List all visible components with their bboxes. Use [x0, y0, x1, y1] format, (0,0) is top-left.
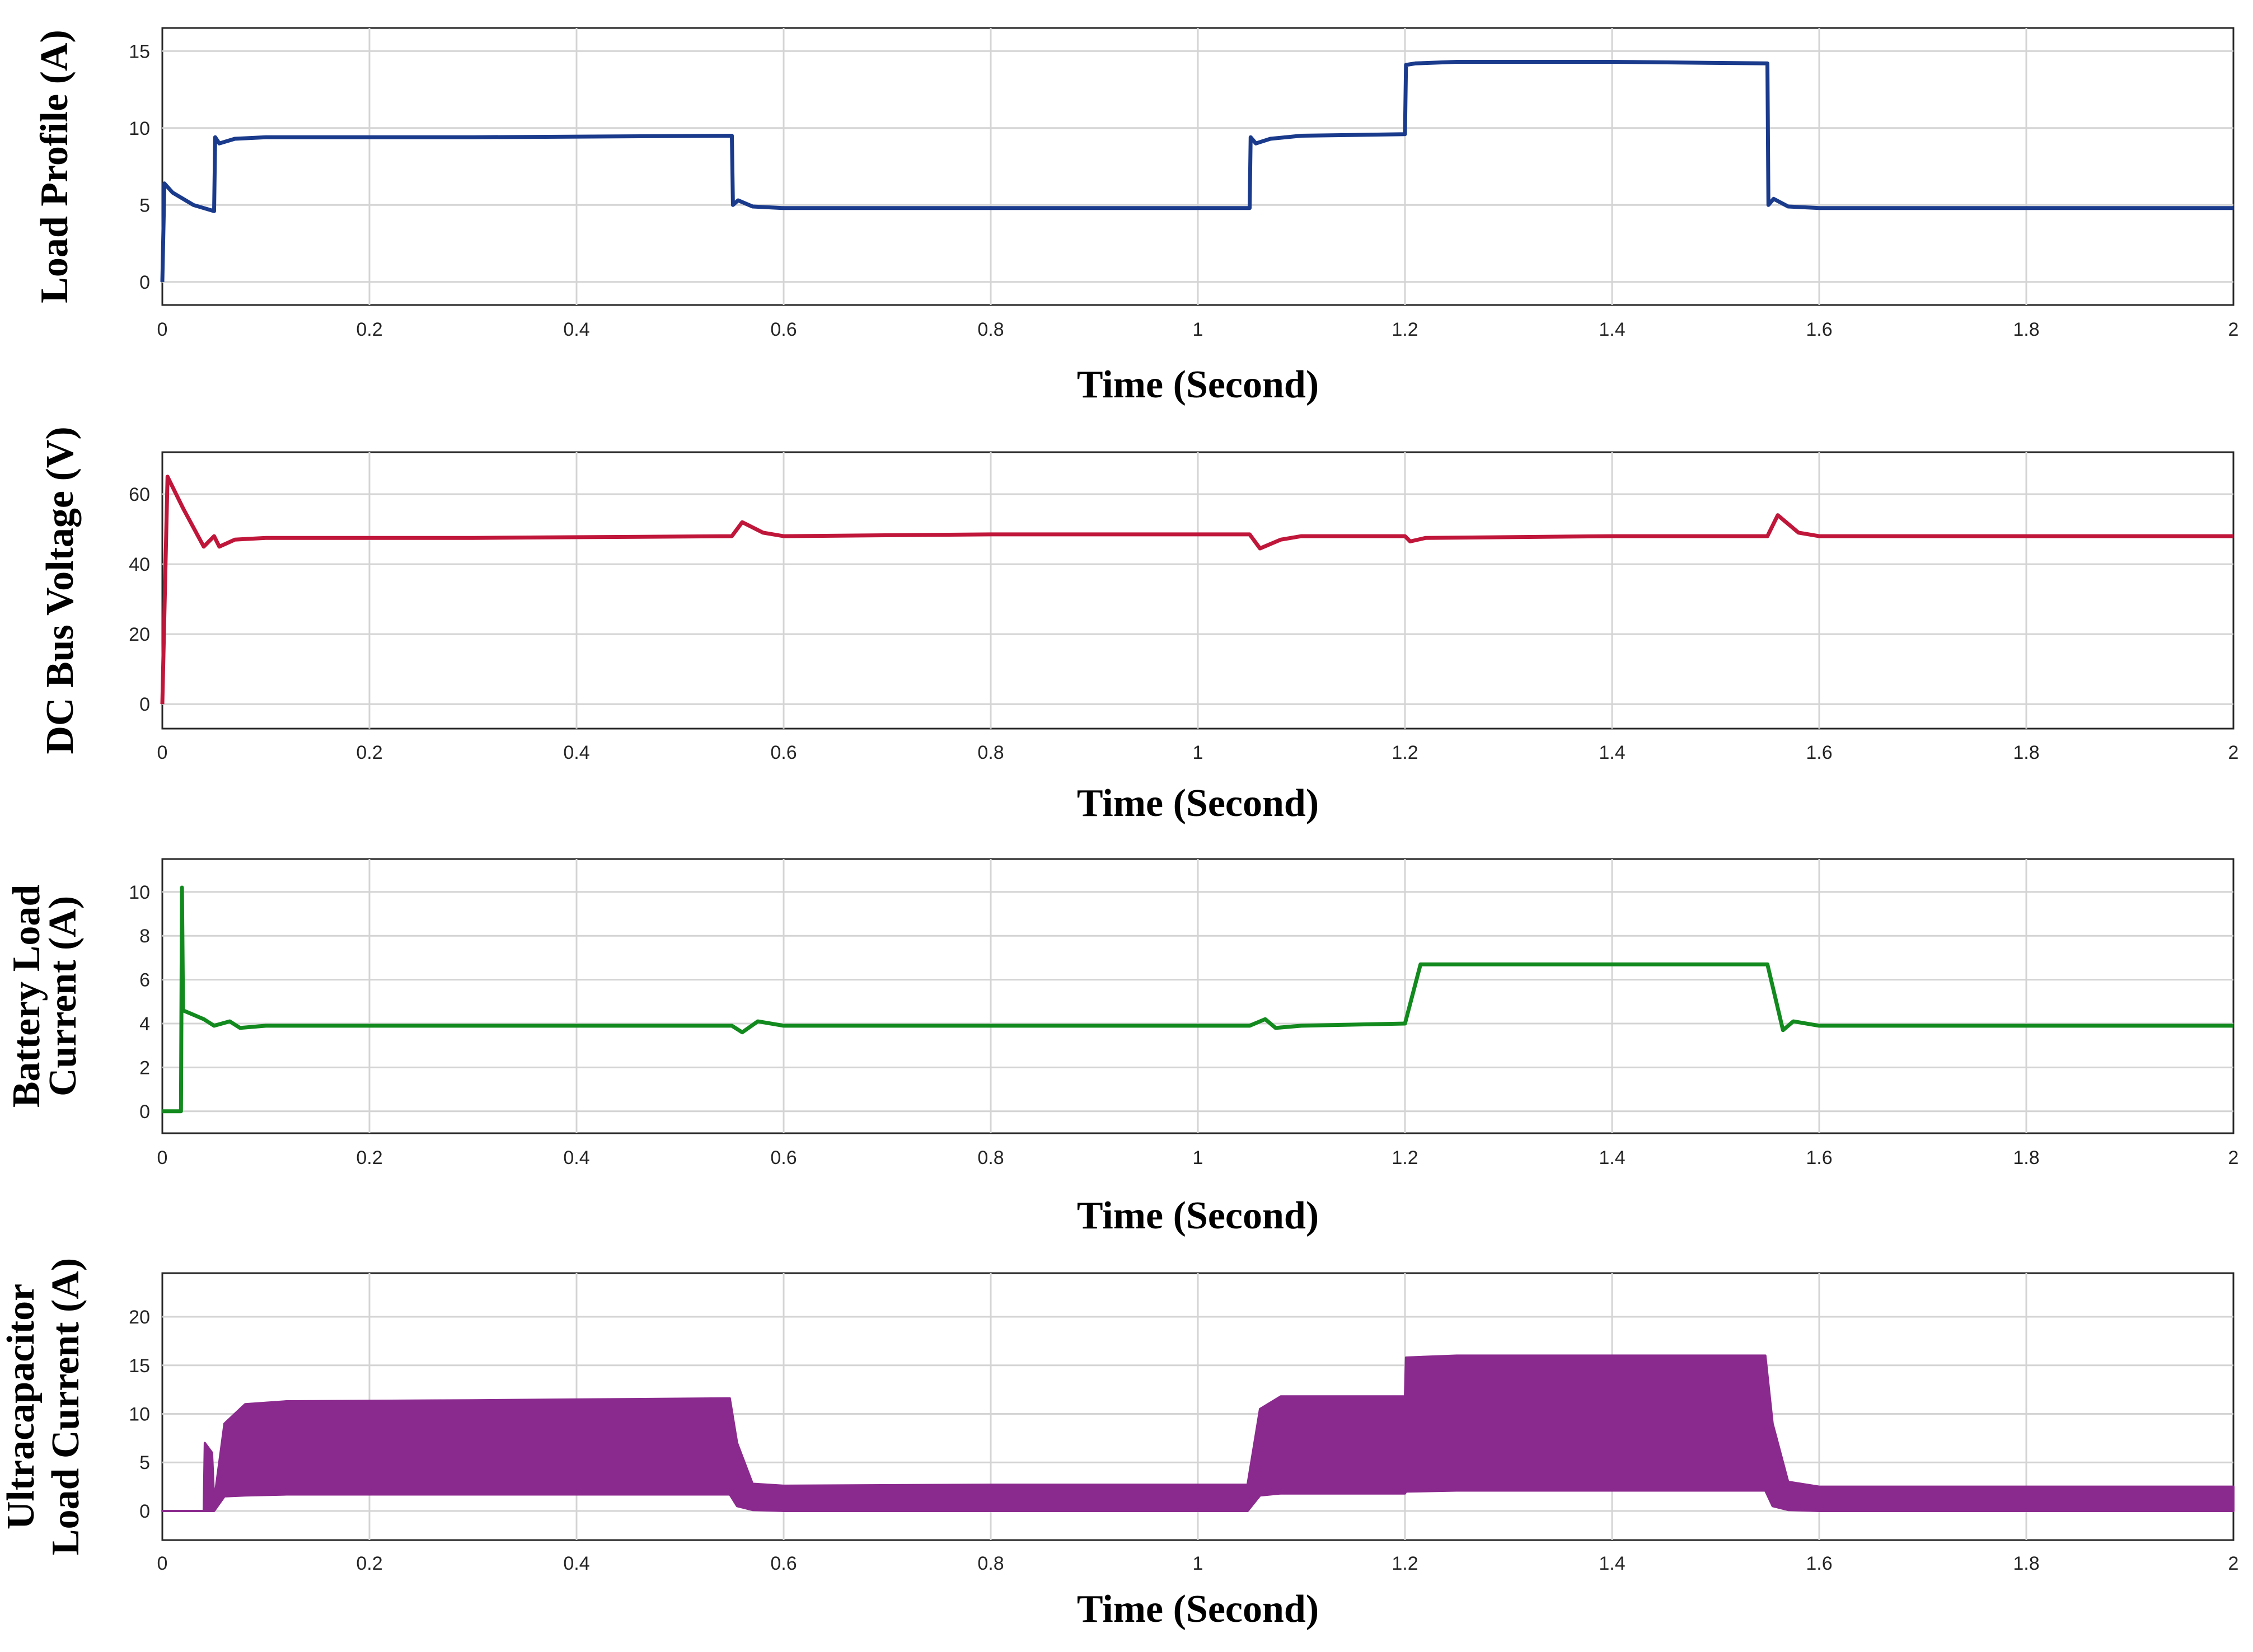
x-tick-label: 1.2	[1392, 319, 1418, 340]
x-tick-label: 0.6	[770, 742, 797, 763]
x-tick-label: 0.2	[356, 319, 382, 340]
x-tick-label: 2	[2228, 1147, 2239, 1168]
x-tick-label: 1.6	[1806, 742, 1832, 763]
chart-panel-4: 0 0.2 0.4 0.6 0.8 1 1.2 1.4 1.6 1.8 205101520Time …	[0, 1258, 2238, 1631]
y-tick-label: 4	[139, 1013, 150, 1035]
x-tick-label: 0.6	[770, 1147, 797, 1168]
y-tick-label: 10	[129, 882, 150, 903]
x-tick-label: 1.2	[1392, 742, 1418, 763]
y-tick-label: 5	[139, 195, 150, 216]
x-tick-label: 2	[2228, 319, 2239, 340]
series-line	[162, 885, 2233, 1114]
x-tick-label: 0	[157, 1553, 168, 1574]
x-tick-label: 0.8	[977, 319, 1004, 340]
x-tick-label: 1.8	[2013, 319, 2039, 340]
chart-panel-3: 0 0.2 0.4 0.6 0.8 1 1.2 1.4 1.6 1.8 2 0 2 4 6 8 10 Time (…	[5, 858, 2239, 1237]
x-tick-label: 2	[2228, 1553, 2239, 1574]
y-tick-label: 20	[129, 1307, 150, 1328]
ripple-envelope-area	[161, 1354, 2235, 1512]
x-tick-label: 1.4	[1599, 742, 1625, 763]
x-tick-label: 1.8	[2013, 1553, 2039, 1574]
x-tick-label: 1	[1193, 742, 1203, 763]
x-tick-label: 1.4	[1599, 1553, 1625, 1574]
x-tick-label: 1.8	[2013, 742, 2039, 763]
y-tick-label: 20	[129, 624, 150, 645]
x-tick-label: 2	[2228, 742, 2239, 763]
x-tick-label: 1.6	[1806, 319, 1832, 340]
x-tick-label: 1.6	[1806, 1553, 1832, 1574]
x-tick-label: 0.8	[977, 1147, 1004, 1168]
chart-panel-1: 0 0.2 0.4 0.6 0.8 1 1.2 1.4 1.6 1.8 2 0 5 10 15 Time (S…	[33, 27, 2239, 406]
y-tick-label: 60	[129, 484, 150, 505]
y-axis-title: Current (A)	[41, 896, 85, 1096]
y-tick-label: 40	[129, 554, 150, 575]
x-axis-title: Time (Second)	[1077, 1194, 1319, 1237]
y-axis-title: Load Current (A)	[44, 1258, 87, 1555]
y-axis-title: Battery Load	[5, 885, 48, 1108]
y-tick-label: 10	[129, 1404, 150, 1425]
x-tick-label: 1	[1193, 1553, 1203, 1574]
y-tick-label: 0	[139, 272, 150, 293]
x-tick-label: 0.8	[977, 742, 1004, 763]
x-tick-label: 0.2	[356, 1553, 382, 1574]
x-axis-title: Time (Second)	[1077, 782, 1319, 825]
y-tick-label: 2	[139, 1057, 150, 1078]
x-tick-label: 1	[1193, 1147, 1203, 1168]
y-tick-label: 6	[139, 970, 150, 991]
y-tick-label: 0	[139, 1501, 150, 1522]
x-tick-label: 0.2	[356, 742, 382, 763]
x-tick-label: 0.4	[563, 319, 589, 340]
y-tick-label: 0	[139, 1101, 150, 1123]
x-tick-label: 0	[157, 742, 168, 763]
x-tick-label: 0.4	[563, 1553, 589, 1574]
x-tick-label: 1.4	[1599, 319, 1625, 340]
y-tick-label: 15	[129, 41, 150, 62]
y-axis-title: Load Profile (A)	[33, 30, 76, 303]
x-tick-label: 1	[1193, 319, 1203, 340]
x-tick-label: 1.2	[1392, 1147, 1418, 1168]
x-tick-label: 0.4	[563, 742, 589, 763]
y-tick-label: 5	[139, 1452, 150, 1473]
x-tick-label: 0.6	[770, 319, 797, 340]
y-axis-title: DC Bus Voltage (V)	[39, 426, 82, 754]
y-tick-label: 8	[139, 926, 150, 947]
x-tick-label: 0.8	[977, 1553, 1004, 1574]
x-tick-label: 0.4	[563, 1147, 589, 1168]
x-tick-label: 0	[157, 1147, 168, 1168]
x-tick-label: 0.2	[356, 1147, 382, 1168]
y-tick-label: 15	[129, 1355, 150, 1377]
series-line	[160, 60, 2233, 282]
x-tick-label: 1.8	[2013, 1147, 2039, 1168]
x-axis-title: Time (Second)	[1077, 1588, 1319, 1631]
x-axis-title: Time (Second)	[1077, 363, 1319, 406]
y-axis-title: Ultracapacitor	[0, 1284, 43, 1529]
x-tick-label: 0	[157, 319, 168, 340]
x-tick-label: 1.2	[1392, 1553, 1418, 1574]
x-tick-label: 0.6	[770, 1553, 797, 1574]
y-tick-label: 10	[129, 118, 150, 139]
x-tick-label: 1.4	[1599, 1147, 1625, 1168]
x-tick-label: 1.6	[1806, 1147, 1832, 1168]
series-line	[160, 475, 2233, 705]
y-tick-label: 0	[139, 694, 150, 715]
